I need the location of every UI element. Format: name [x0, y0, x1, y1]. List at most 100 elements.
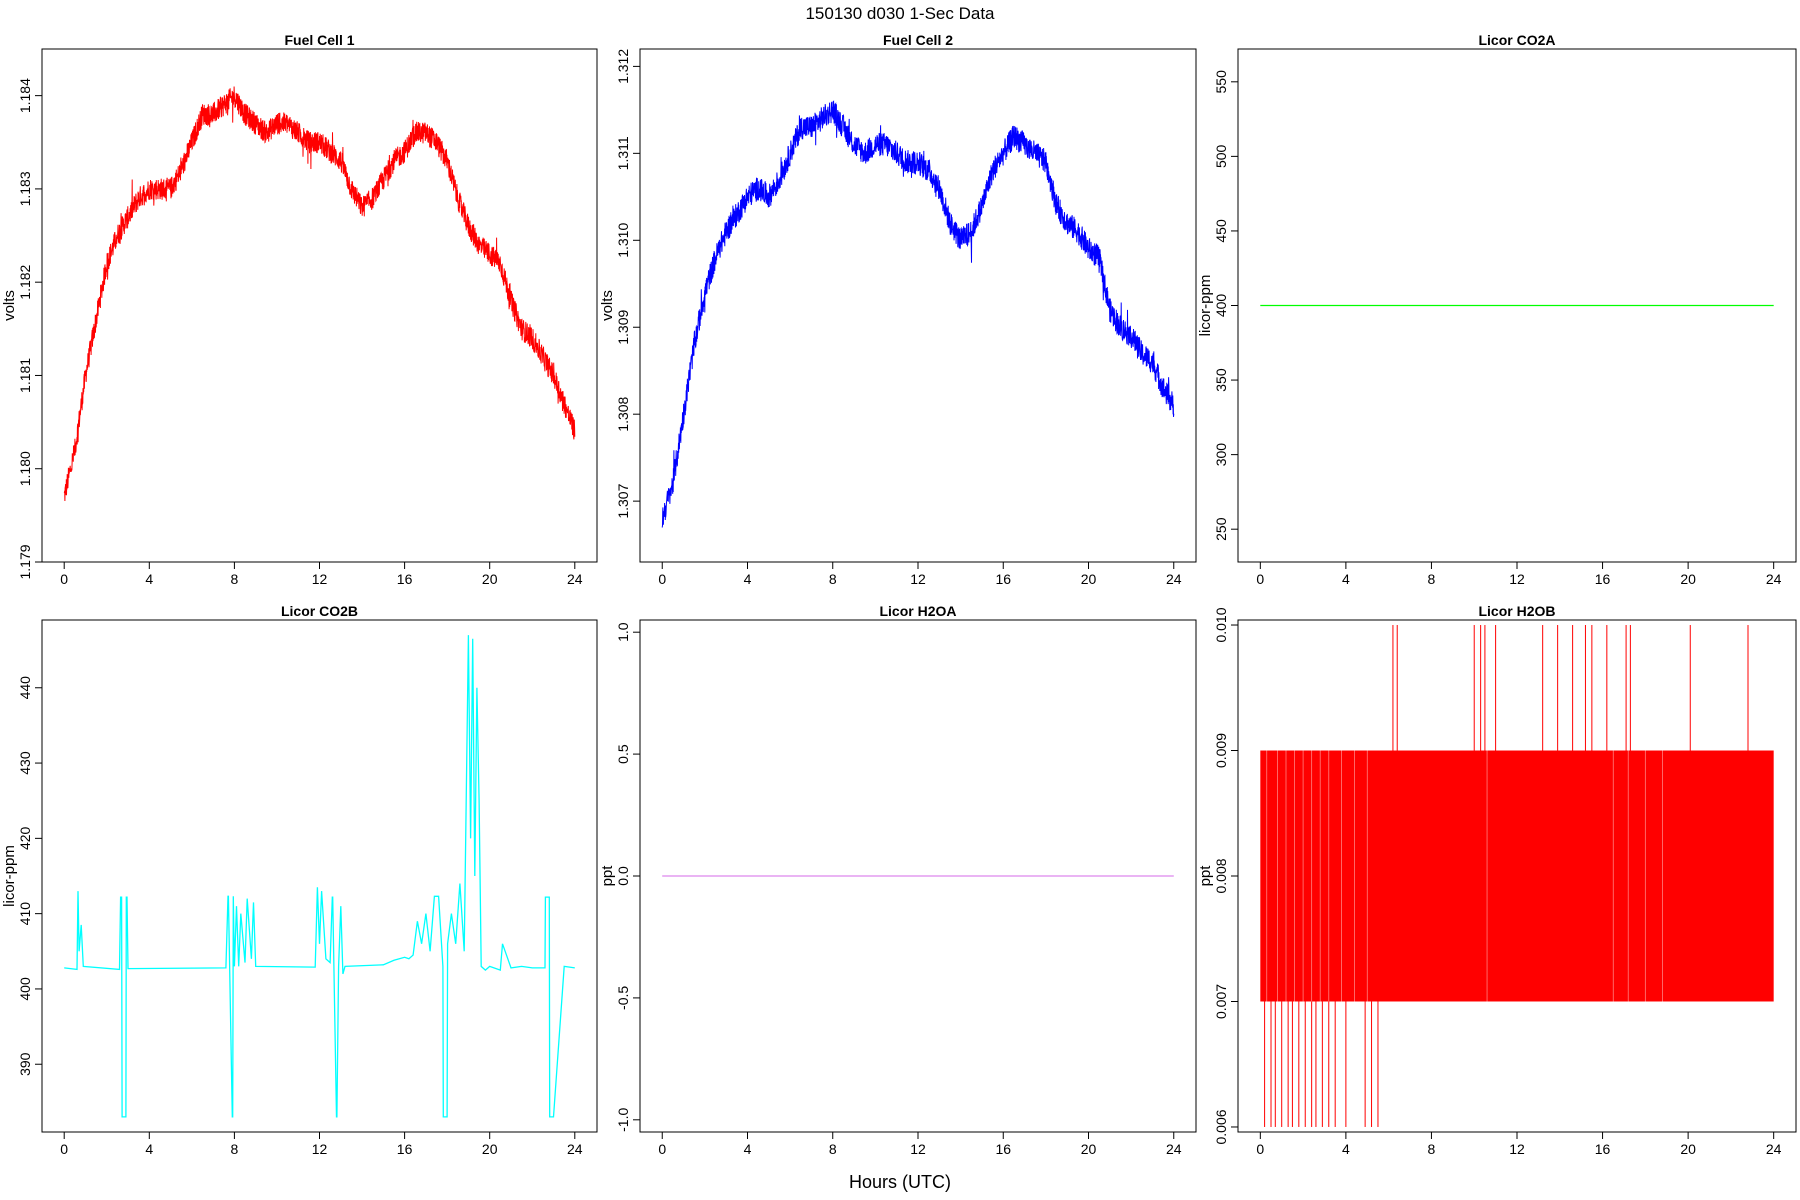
panel-licor-h2oa: Licor H2OA ppt 0 4 8 12 16 20 24 -1.0 -0.5 0.0 0.5 1.…: [599, 603, 1197, 1157]
y-tick-label: 250: [1213, 517, 1229, 541]
x-tick-label: 24: [567, 571, 583, 587]
y-tick-label: 1.310: [615, 223, 631, 258]
x-tick-label: 12: [910, 1141, 926, 1157]
panel-licor-co2b: Licor CO2B licor-ppm 0 4 8 12 16 20 24 390 400 410 4…: [1, 603, 598, 1157]
panel-title: Fuel Cell 1: [284, 32, 354, 48]
plot-area: [661, 100, 1175, 528]
panel-fuel-cell-1: Fuel Cell 1 volts 0 4 8 12 16 20 24 1.179 1.180 1.1…: [1, 32, 598, 587]
x-tick-label: 8: [231, 571, 239, 587]
x-tick-label: 24: [1166, 571, 1182, 587]
x-tick-label: 8: [829, 571, 837, 587]
panel-title: Fuel Cell 2: [883, 32, 953, 48]
plot-area: [64, 635, 575, 1118]
y-axis-label: ppt: [1197, 865, 1214, 887]
x-tick-label: 20: [1081, 571, 1097, 587]
x-tick-label: 24: [1766, 571, 1782, 587]
x-tick-label: 0: [1256, 571, 1264, 587]
x-tick-label: 12: [1509, 1141, 1525, 1157]
panel-title: Licor H2OA: [879, 603, 956, 619]
x-tick-label: 4: [145, 571, 153, 587]
y-tick-label: 0.5: [615, 744, 631, 764]
x-tick-label: 16: [397, 1141, 413, 1157]
plot-frame: [639, 48, 1197, 563]
y-tick-label: 0.006: [1213, 1109, 1229, 1144]
y-tick-label: -0.5: [615, 986, 631, 1010]
y-tick-label: 300: [1213, 443, 1229, 467]
y-tick-label: 0.0: [615, 866, 631, 886]
x-tick-label: 12: [312, 1141, 328, 1157]
y-axis-label: licor-ppm: [1, 845, 18, 907]
x-tick-label: 24: [1166, 1141, 1182, 1157]
x-tick-label: 20: [1680, 1141, 1696, 1157]
x-tick-label: 4: [1342, 1141, 1350, 1157]
panel-licor-h2ob: Licor H2OB ppt 0 4 8 12 16 20 24 0.006 0.007 0.008 0…: [1197, 603, 1797, 1157]
y-tick-label: 400: [1213, 294, 1229, 318]
x-tick-label: 8: [1428, 1141, 1436, 1157]
plot-area: [1260, 625, 1774, 1127]
y-tick-label: 550: [1213, 70, 1229, 94]
y-tick-label: 390: [17, 1052, 33, 1076]
panel-title: Licor CO2B: [281, 603, 358, 619]
y-tick-label: 1.312: [615, 49, 631, 84]
x-tick-label: 16: [397, 571, 413, 587]
x-tick-label: 16: [995, 1141, 1011, 1157]
y-axis-label: volts: [599, 290, 616, 321]
plot-frame: [41, 619, 598, 1133]
y-tick-label: 410: [17, 902, 33, 926]
x-tick-label: 16: [1595, 1141, 1611, 1157]
x-tick-label: 16: [995, 571, 1011, 587]
x-tick-label: 12: [910, 571, 926, 587]
y-tick-label: 0.010: [1213, 607, 1229, 642]
panel-fuel-cell-2: Fuel Cell 2 volts 0 4 8 12 16 20 24 1.307 1.308 1.3…: [599, 32, 1197, 587]
y-tick-label: 1.179: [17, 544, 33, 579]
series-line: [64, 635, 575, 1118]
x-tick-label: 4: [744, 571, 752, 587]
x-tick-label: 0: [60, 571, 68, 587]
x-tick-label: 8: [829, 1141, 837, 1157]
x-tick-label: 16: [1595, 571, 1611, 587]
x-tick-label: 20: [482, 571, 498, 587]
y-tick-label: 1.182: [17, 264, 33, 299]
x-tick-label: 24: [1766, 1141, 1782, 1157]
x-tick-label: 20: [1680, 571, 1696, 587]
x-tick-label: 8: [231, 1141, 239, 1157]
y-tick-label: 1.181: [17, 358, 33, 393]
y-tick-label: 350: [1213, 368, 1229, 392]
x-tick-label: 8: [1428, 571, 1436, 587]
y-axis-label: licor-ppm: [1197, 275, 1214, 337]
series-line: [63, 86, 576, 502]
x-tick-label: 24: [567, 1141, 583, 1157]
series-band: [1260, 750, 1774, 1002]
x-tick-label: 12: [1509, 571, 1525, 587]
y-tick-label: 1.0: [615, 622, 631, 642]
y-tick-label: 1.311: [615, 136, 631, 170]
series-line: [661, 100, 1175, 528]
y-tick-label: 430: [17, 751, 33, 775]
y-tick-label: 400: [17, 977, 33, 1001]
panel-title: Licor CO2A: [1478, 32, 1555, 48]
y-tick-label: 1.307: [615, 483, 631, 518]
y-tick-label: -1.0: [615, 1108, 631, 1132]
y-tick-label: 1.184: [17, 78, 33, 113]
plot-area: [63, 86, 576, 502]
y-tick-label: 1.183: [17, 171, 33, 206]
y-tick-label: 0.009: [1213, 733, 1229, 768]
x-tick-label: 4: [1342, 571, 1350, 587]
x-tick-label: 0: [1256, 1141, 1264, 1157]
figure-title: 150130 d030 1-Sec Data: [805, 4, 995, 23]
x-tick-label: 4: [744, 1141, 752, 1157]
x-tick-label: 20: [1081, 1141, 1097, 1157]
x-tick-label: 12: [312, 571, 328, 587]
panel-licor-co2a: Licor CO2A licor-ppm 0 4 8 12 16 20 24 250 300 350 4…: [1197, 32, 1797, 587]
y-tick-label: 1.308: [615, 396, 631, 431]
panel-title: Licor H2OB: [1478, 603, 1555, 619]
y-tick-label: 420: [17, 826, 33, 850]
y-tick-label: 1.180: [17, 451, 33, 486]
y-axis-label: volts: [1, 290, 18, 321]
y-tick-label: 500: [1213, 144, 1229, 168]
y-tick-label: 440: [17, 676, 33, 700]
y-tick-label: 450: [1213, 219, 1229, 243]
x-tick-label: 0: [658, 571, 666, 587]
x-tick-label: 20: [482, 1141, 498, 1157]
